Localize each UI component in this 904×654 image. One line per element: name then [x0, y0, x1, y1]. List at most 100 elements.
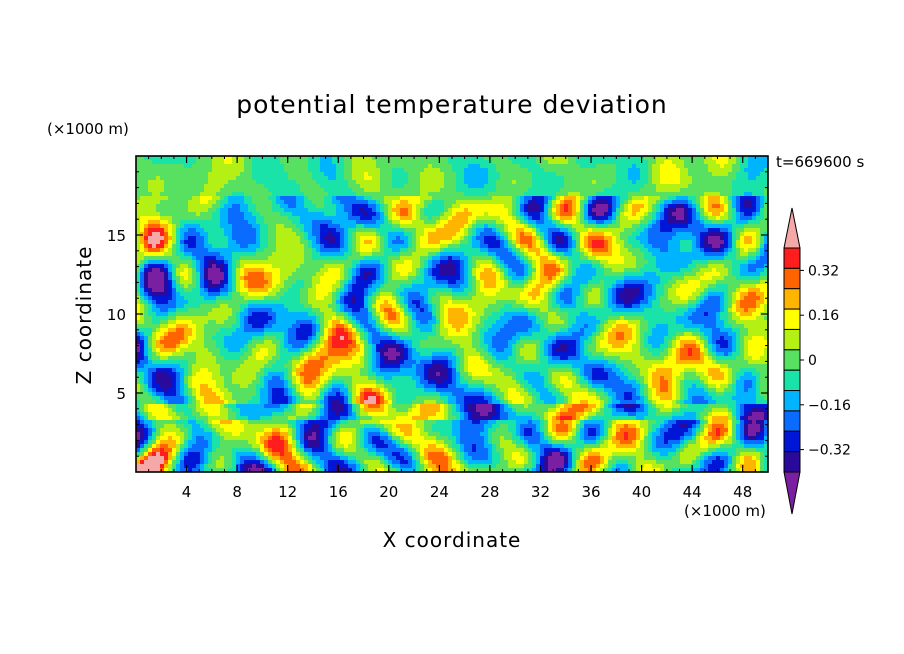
field-cell [400, 168, 405, 173]
field-cell [312, 240, 317, 245]
field-cell [644, 188, 649, 193]
field-cell [628, 252, 633, 257]
field-cell [556, 200, 561, 205]
field-cell [556, 216, 561, 221]
field-cell [256, 200, 261, 205]
field-cell [452, 172, 457, 177]
field-cell [264, 276, 269, 281]
field-cell [580, 180, 585, 185]
field-cell [644, 244, 649, 249]
field-cell [564, 228, 569, 233]
field-cell [556, 244, 561, 249]
field-cell [168, 280, 173, 285]
field-cell [480, 252, 485, 257]
field-cell [752, 220, 757, 225]
field-cell [216, 264, 221, 269]
field-cell [268, 200, 273, 205]
field-cell [344, 272, 349, 277]
field-cell [656, 204, 661, 209]
field-cell [264, 248, 269, 253]
field-cell [664, 176, 669, 181]
field-cell [664, 260, 669, 265]
field-cell [140, 272, 145, 277]
field-cell [260, 252, 265, 257]
field-cell [156, 212, 161, 217]
field-cell [660, 204, 665, 209]
field-cell [680, 176, 685, 181]
field-cell [284, 240, 289, 245]
field-cell [304, 240, 309, 245]
field-cell [652, 168, 657, 173]
field-cell [268, 236, 273, 241]
field-cell [316, 180, 321, 185]
field-cell [496, 256, 501, 261]
field-cell [620, 196, 625, 201]
field-cell [316, 252, 321, 257]
field-cell [724, 268, 729, 273]
field-cell [312, 184, 317, 189]
field-cell [680, 180, 685, 185]
field-cell [176, 172, 181, 177]
field-cell [168, 188, 173, 193]
field-cell [576, 240, 581, 245]
field-cell [476, 192, 481, 197]
field-cell [616, 196, 621, 201]
field-cell [636, 160, 641, 165]
field-cell [656, 252, 661, 257]
field-cell [752, 164, 757, 169]
field-cell [372, 280, 377, 285]
field-cell [216, 188, 221, 193]
field-cell [532, 240, 537, 245]
field-cell [360, 252, 365, 257]
field-cell [696, 156, 701, 161]
field-cell [668, 236, 673, 241]
field-cell [424, 276, 429, 281]
field-cell [444, 204, 449, 209]
field-cell [592, 256, 597, 261]
field-cell [172, 240, 177, 245]
field-cell [336, 220, 341, 225]
field-cell [524, 256, 529, 261]
field-cell [220, 256, 225, 261]
field-cell [672, 228, 677, 233]
field-cell [424, 216, 429, 221]
field-cell [608, 216, 613, 221]
field-cell [572, 252, 577, 257]
field-cell [204, 228, 209, 233]
field-cell [556, 240, 561, 245]
field-cell [468, 264, 473, 269]
field-cell [360, 164, 365, 169]
field-cell [492, 260, 497, 265]
field-cell [576, 236, 581, 241]
field-cell [340, 276, 345, 281]
field-cell [748, 248, 753, 253]
field-cell [564, 176, 569, 181]
field-cell [320, 240, 325, 245]
field-cell [720, 184, 725, 189]
field-cell [404, 268, 409, 273]
field-cell [472, 272, 477, 277]
field-cell [268, 176, 273, 181]
field-cell [592, 232, 597, 237]
field-cell [380, 244, 385, 249]
field-cell [312, 244, 317, 249]
field-cell [744, 276, 749, 281]
field-cell [516, 160, 521, 165]
field-cell [216, 280, 221, 285]
field-cell [680, 240, 685, 245]
field-cell [352, 156, 357, 161]
field-cell [592, 216, 597, 221]
field-cell [244, 240, 249, 245]
field-cell [212, 256, 217, 261]
field-cell [272, 264, 277, 269]
field-cell [668, 272, 673, 277]
field-cell [368, 180, 373, 185]
field-cell [364, 204, 369, 209]
field-cell [732, 216, 737, 221]
field-cell [408, 176, 413, 181]
field-cell [352, 188, 357, 193]
field-cell [384, 204, 389, 209]
field-cell [380, 220, 385, 225]
field-cell [356, 216, 361, 221]
field-cell [472, 188, 477, 193]
